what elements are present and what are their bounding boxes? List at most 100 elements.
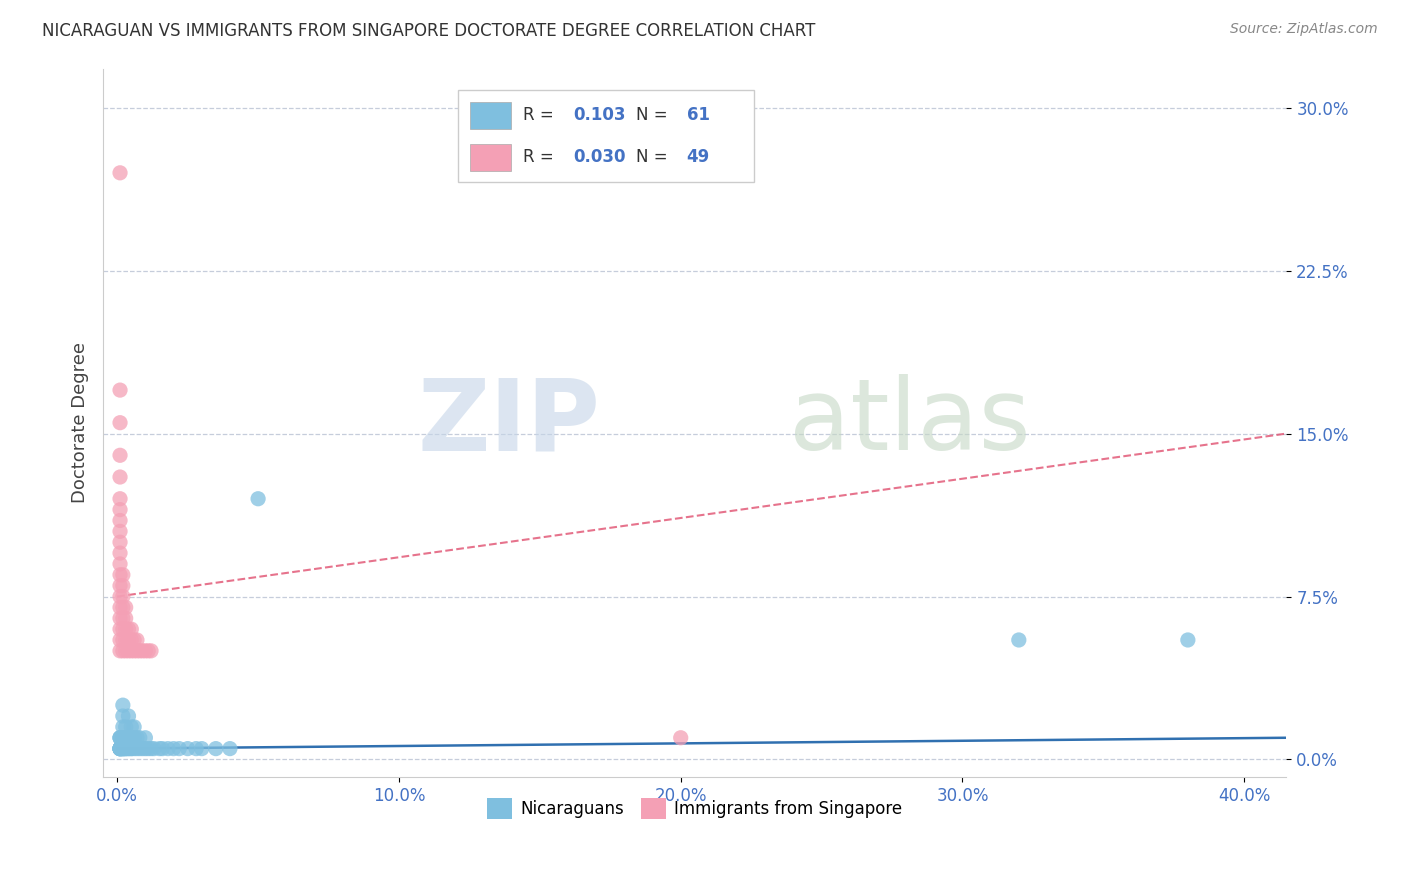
Point [117, 644, 139, 658]
Text: NICARAGUAN VS IMMIGRANTS FROM SINGAPORE DOCTORATE DEGREE CORRELATION CHART: NICARAGUAN VS IMMIGRANTS FROM SINGAPORE … [42, 22, 815, 40]
Point [108, 524, 131, 539]
FancyBboxPatch shape [470, 145, 512, 171]
Point [114, 731, 136, 745]
Point [111, 579, 134, 593]
FancyBboxPatch shape [470, 102, 512, 128]
Text: 49: 49 [686, 148, 710, 166]
Y-axis label: Doctorate Degree: Doctorate Degree [72, 343, 89, 503]
Point [122, 644, 145, 658]
Point [111, 632, 134, 647]
Point [114, 741, 136, 756]
Point [117, 622, 139, 636]
Point [190, 741, 212, 756]
Point [148, 741, 170, 756]
Point [108, 644, 131, 658]
Text: R =: R = [523, 148, 560, 166]
Point [120, 622, 142, 636]
Point [111, 644, 134, 658]
Point [108, 448, 131, 462]
Point [108, 470, 131, 484]
Point [108, 731, 131, 745]
Point [111, 611, 134, 625]
Point [134, 731, 156, 745]
Point [108, 502, 131, 516]
Point [122, 731, 145, 745]
Point [1008, 632, 1031, 647]
Point [108, 741, 131, 756]
Point [120, 644, 142, 658]
Point [176, 741, 198, 756]
Text: N =: N = [636, 148, 672, 166]
Point [108, 741, 131, 756]
Point [114, 611, 136, 625]
Text: 0.030: 0.030 [572, 148, 626, 166]
Point [108, 741, 131, 756]
Text: R =: R = [523, 105, 560, 124]
Point [117, 731, 139, 745]
Point [128, 741, 150, 756]
Point [111, 741, 134, 756]
Point [114, 632, 136, 647]
Point [108, 622, 131, 636]
FancyBboxPatch shape [458, 90, 754, 182]
Point [122, 741, 145, 756]
Point [108, 741, 131, 756]
Point [111, 600, 134, 615]
Point [128, 731, 150, 745]
Point [122, 632, 145, 647]
Point [108, 632, 131, 647]
Point [111, 622, 134, 636]
Point [117, 741, 139, 756]
Point [108, 741, 131, 756]
Point [117, 709, 139, 723]
Point [131, 644, 153, 658]
Point [125, 644, 148, 658]
Point [108, 491, 131, 506]
Point [150, 741, 173, 756]
Point [134, 741, 156, 756]
Point [108, 731, 131, 745]
Point [108, 600, 131, 615]
Point [114, 741, 136, 756]
Point [117, 741, 139, 756]
Text: ZIP: ZIP [418, 374, 600, 471]
Point [120, 741, 142, 756]
Point [122, 720, 145, 734]
Point [142, 741, 165, 756]
Point [108, 546, 131, 560]
Point [167, 741, 190, 756]
Point [108, 166, 131, 180]
Point [139, 644, 162, 658]
Point [114, 720, 136, 734]
Point [111, 731, 134, 745]
Point [108, 731, 131, 745]
Point [247, 491, 270, 506]
Point [125, 741, 148, 756]
Point [108, 579, 131, 593]
Point [1177, 632, 1199, 647]
Point [669, 731, 692, 745]
Point [111, 709, 134, 723]
Point [114, 741, 136, 756]
Point [125, 731, 148, 745]
Point [108, 416, 131, 430]
Point [111, 567, 134, 582]
Point [117, 632, 139, 647]
Point [139, 741, 162, 756]
Point [111, 741, 134, 756]
Point [134, 644, 156, 658]
Point [162, 741, 184, 756]
Point [184, 741, 207, 756]
Text: atlas: atlas [789, 374, 1031, 471]
Point [114, 622, 136, 636]
Point [111, 731, 134, 745]
Point [125, 632, 148, 647]
Point [108, 590, 131, 604]
Point [108, 611, 131, 625]
Point [120, 632, 142, 647]
Legend: Nicaraguans, Immigrants from Singapore: Nicaraguans, Immigrants from Singapore [481, 791, 910, 825]
Point [120, 731, 142, 745]
Point [205, 741, 228, 756]
Point [108, 383, 131, 397]
Text: Source: ZipAtlas.com: Source: ZipAtlas.com [1230, 22, 1378, 37]
